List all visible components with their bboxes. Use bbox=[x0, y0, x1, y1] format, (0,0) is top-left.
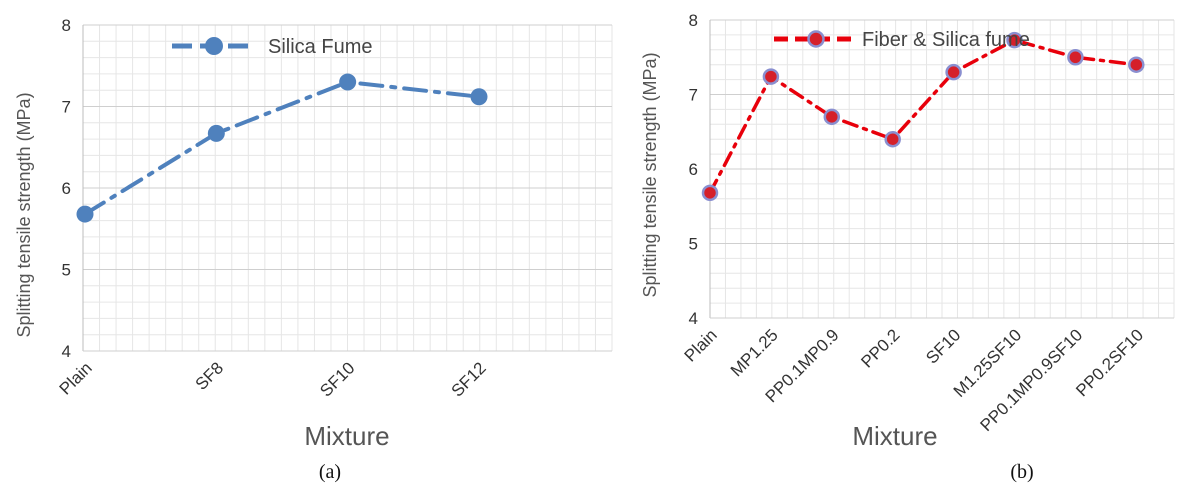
chart-a-series bbox=[76, 73, 488, 223]
y-tick-label: 5 bbox=[689, 235, 698, 254]
chart-a-frame bbox=[82, 25, 612, 352]
chart-a-legend-marker bbox=[205, 37, 223, 55]
chart-b-caption: (b) bbox=[1010, 461, 1033, 483]
x-tick-label: SF10 bbox=[316, 358, 358, 400]
x-tick-label: SF12 bbox=[448, 358, 490, 400]
x-tick-label: Plain bbox=[56, 358, 96, 398]
data-point bbox=[339, 73, 357, 91]
y-tick-label: 6 bbox=[689, 160, 698, 179]
chart-b-y-axis-title: Splitting tensile strength (MPa) bbox=[640, 52, 660, 297]
x-tick-label: PP0.1MP0.9SF10 bbox=[977, 325, 1087, 435]
chart-b-legend-label: Fiber & Silica fume bbox=[862, 29, 1030, 51]
x-tick-label: Plain bbox=[681, 325, 721, 365]
data-point bbox=[1128, 56, 1145, 73]
chart-b-y-ticks: 4 5 6 7 8 bbox=[689, 11, 698, 328]
y-tick-label: 6 bbox=[62, 179, 71, 198]
chart-a-legend-label: Silica Fume bbox=[268, 36, 372, 58]
data-point bbox=[823, 108, 841, 126]
data-point bbox=[945, 63, 962, 81]
data-point bbox=[207, 124, 225, 142]
x-tick-label: SF8 bbox=[192, 358, 227, 393]
chart-a-y-axis-title: Splitting tensile strength (MPa) bbox=[14, 92, 34, 337]
chart-a-y-ticks: 4 5 6 7 8 bbox=[62, 16, 71, 361]
chart-b-grid bbox=[709, 19, 1175, 319]
x-tick-label: PP0.2 bbox=[857, 325, 903, 371]
data-point bbox=[762, 68, 780, 85]
chart-a-x-axis-title: Mixture bbox=[304, 421, 389, 451]
data-point bbox=[1067, 49, 1084, 66]
y-tick-label: 4 bbox=[689, 309, 698, 328]
chart-b-frame bbox=[709, 20, 1174, 319]
chart-a-caption: (a) bbox=[319, 461, 341, 483]
y-tick-label: 4 bbox=[62, 342, 71, 361]
y-tick-label: 5 bbox=[62, 261, 71, 280]
data-point bbox=[76, 205, 94, 223]
y-tick-label: 7 bbox=[689, 86, 698, 105]
series-line bbox=[83, 80, 481, 217]
data-point bbox=[701, 184, 719, 202]
chart-b-x-axis-title: Mixture bbox=[852, 421, 937, 451]
x-tick-label: MP1.25 bbox=[727, 325, 782, 380]
x-tick-label: SF10 bbox=[922, 325, 964, 367]
data-point bbox=[470, 88, 488, 106]
y-tick-label: 8 bbox=[689, 11, 698, 30]
y-tick-label: 8 bbox=[62, 16, 71, 35]
data-point bbox=[884, 130, 901, 148]
data-point bbox=[1006, 31, 1023, 49]
y-tick-label: 7 bbox=[62, 98, 71, 117]
chart-a-grid bbox=[82, 24, 613, 352]
chart-a: 4 5 6 7 8 Plain SF8 SF10 SF12 Splitting tensile… bbox=[14, 16, 613, 483]
chart-b-series bbox=[701, 31, 1145, 202]
chart-b-legend-marker bbox=[807, 30, 825, 48]
series-line bbox=[708, 38, 1139, 195]
chart-b-legend: Fiber & Silica fume bbox=[774, 29, 1030, 51]
chart-a-x-ticks: Plain SF8 SF10 SF12 bbox=[56, 358, 490, 400]
chart-a-legend: Silica Fume bbox=[172, 36, 372, 58]
